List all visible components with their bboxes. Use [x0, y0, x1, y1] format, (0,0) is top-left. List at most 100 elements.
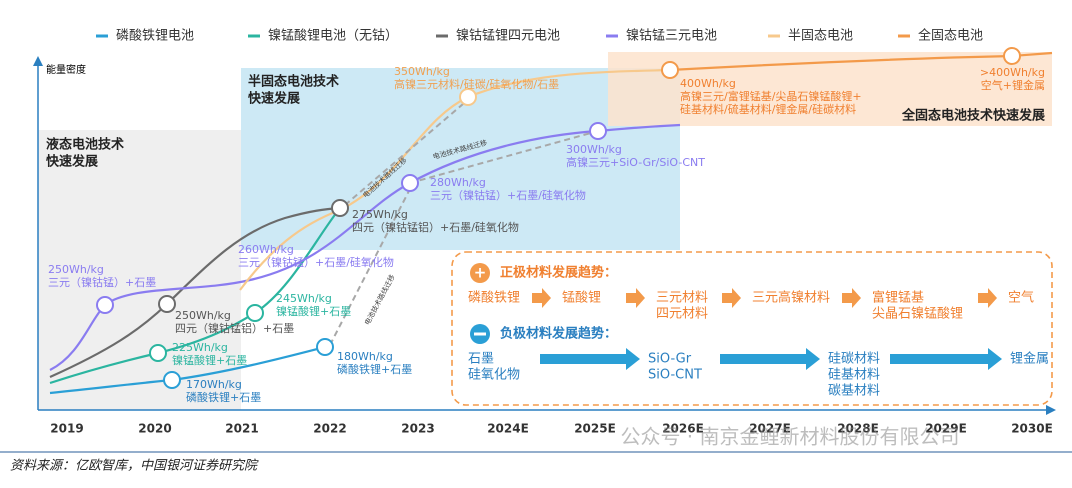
point-label: 275Wh/kg [352, 208, 408, 221]
cathode-item: 尖晶石镍锰酸锂 [872, 307, 963, 322]
x-label: 2028E [837, 422, 879, 436]
cathode-item: 三元材料 [656, 291, 708, 306]
semi-solid-curve [239, 68, 671, 291]
x-label: 2025E [574, 422, 616, 436]
point-label: 三元（镍钴锰）+石墨 [48, 275, 156, 289]
point-label: 磷酸铁锂+石墨 [186, 390, 261, 404]
liquid-region [38, 130, 241, 410]
anode-arrow [540, 348, 640, 370]
point-label: 三元（镍钴锰）+石墨/硅氧化物 [238, 255, 394, 269]
anode-item: 硅氧化物 [468, 368, 520, 383]
migration-line [344, 97, 471, 206]
point-marker [589, 122, 607, 140]
point-label: 高镍三元/富锂锰基/尖晶石镍锰酸锂+ [680, 89, 862, 103]
point-label: 镍锰酸锂+石墨 [172, 353, 247, 367]
point-marker [459, 88, 477, 106]
x-arrow [1046, 405, 1056, 415]
cathode-arrow [978, 288, 997, 308]
x-label: 2020 [138, 422, 171, 436]
point-label: 磷酸铁锂+石墨 [337, 362, 412, 376]
point-label: 镍锰酸锂+石墨 [276, 304, 351, 318]
point-label: 180Wh/kg [337, 350, 393, 363]
cathode-arrow [842, 288, 861, 308]
legend-label: 镍锰酸锂电池（无钴） [268, 29, 398, 44]
point-label: 400Wh/kg [680, 77, 736, 90]
point-marker [158, 295, 176, 313]
x-label: 2030E [1011, 422, 1053, 436]
cathode-item: 富锂锰基 [872, 290, 924, 306]
region-label: 快速发展 [46, 154, 99, 170]
point-label: 300Wh/kg [566, 143, 622, 156]
point-label: 260Wh/kg [238, 243, 294, 256]
trend-box [451, 251, 1053, 406]
point-label: 空气+锂金属 [981, 78, 1045, 92]
solid-curve [669, 51, 1053, 72]
x-label: 2019 [50, 422, 83, 436]
x-label: 2029E [925, 422, 967, 436]
migration-label: 电池技术路线迁移 [362, 273, 396, 327]
plus-icon [470, 263, 490, 283]
point-label: 四元（镍钴锰铝）+石墨 [175, 321, 294, 335]
point-marker [316, 338, 334, 356]
point-label: 225Wh/kg [172, 341, 228, 354]
point-marker [246, 304, 264, 322]
point-marker [96, 296, 114, 314]
source: 资料来源：亿欧智库，中国银河证券研究院 [10, 458, 259, 474]
legend-label: 全固态电池 [918, 28, 983, 44]
point-marker [661, 61, 679, 79]
x-label: 2021 [225, 422, 258, 436]
plus-sign: + [474, 264, 487, 282]
legend-label: 镍钴锰三元电池 [626, 29, 717, 44]
point-label: 245Wh/kg [276, 292, 332, 305]
x-label: 2026E [662, 422, 704, 436]
anode-item: 硅基材料 [828, 368, 880, 383]
migration-lines [329, 97, 599, 346]
point-marker [331, 199, 349, 217]
region-label: 半固态电池技术 [248, 74, 339, 90]
watermark: 公众号 · 南京金鲤新材料股份有限公司 [620, 425, 959, 449]
legend-label: 磷酸铁锂电池 [116, 29, 194, 44]
x-label: 2022 [313, 422, 346, 436]
point-label: 高镍三元+SiO-Gr/SiO-CNT [566, 155, 705, 169]
anode-title: 负极材料发展趋势： [500, 326, 617, 342]
solid-region [608, 52, 1052, 126]
cathode-title: 正极材料发展趋势： [500, 265, 617, 281]
x-label: 2024E [487, 422, 529, 436]
legend-label: 镍钴锰锂四元电池 [456, 29, 560, 44]
anode-item: 锂金属 [1010, 351, 1049, 367]
cathode-item: 磷酸铁锂 [468, 291, 520, 306]
point-marker [1003, 47, 1021, 65]
anode-item: SiO-Gr [648, 352, 692, 367]
anode-item: 石墨 [468, 352, 494, 367]
cathode-item: 空气 [1008, 290, 1034, 306]
cathode-item: 三元高镍材料 [752, 290, 830, 306]
point-label: 硅基材料/硫基材料/锂金属/硅碳材料 [680, 102, 856, 116]
minus-sign [474, 332, 486, 336]
point-label: 四元（镍钴锰铝）+石墨/硅氧化物 [352, 220, 519, 234]
anode-arrow [890, 348, 1002, 370]
point-label: 250Wh/kg [48, 263, 104, 276]
cathode-item: 锰酸锂 [562, 291, 601, 306]
region-label: 全固态电池技术快速发展 [901, 108, 1046, 124]
point-label: 250Wh/kg [175, 309, 231, 322]
cathode-item: 四元材料 [656, 307, 708, 322]
quaternary-curve [49, 206, 341, 379]
legend-label: 半固态电池 [788, 29, 853, 44]
y-label: 能量密度 [46, 63, 86, 76]
cathode-arrow [626, 288, 645, 308]
point-label: 高镍三元材料/硅碳/硅氧化物/石墨 [394, 77, 559, 91]
y-arrow [33, 56, 43, 66]
anode-arrow [720, 348, 820, 370]
cathode-arrow [722, 288, 741, 308]
x-label: 2027E [749, 422, 791, 436]
point-label: 三元（镍钴锰）+石墨/硅氧化物 [430, 188, 586, 202]
anode-item: 碳基材料 [828, 384, 880, 399]
anode-item: 硅碳材料 [828, 352, 880, 367]
point-marker [163, 371, 181, 389]
x-label: 2023 [401, 422, 434, 436]
point-label: 170Wh/kg [186, 378, 242, 391]
point-label: 280Wh/kg [430, 176, 486, 189]
anode-item: SiO-CNT [648, 368, 702, 383]
point-label: 350Wh/kg [394, 65, 450, 78]
